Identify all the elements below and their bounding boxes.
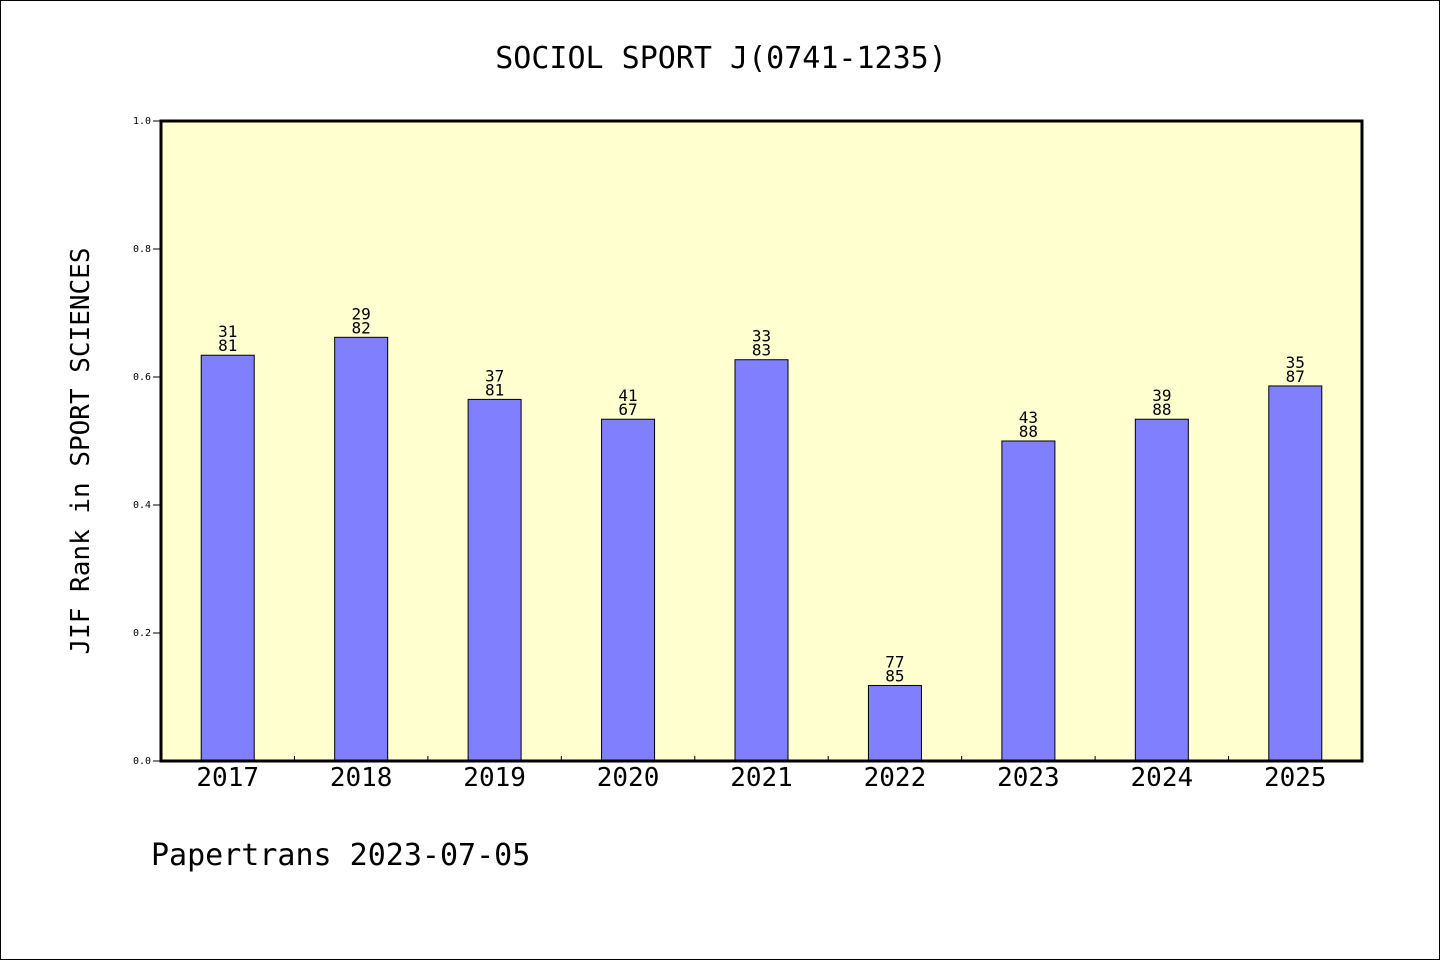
- bar-2024: [1134, 418, 1189, 762]
- bar-rank-label: 41: [618, 386, 637, 405]
- bar-total-label: 85: [885, 666, 904, 685]
- bar-rank-label: 33: [752, 327, 771, 346]
- y-tick-label: 0.0: [133, 756, 151, 767]
- bar-2017: [200, 354, 255, 762]
- y-tick-label: 0.6: [133, 372, 151, 383]
- bar-2023: [1001, 440, 1056, 762]
- y-tick-label: 0.8: [133, 244, 151, 255]
- bar-total-label: 81: [485, 380, 504, 399]
- x-tick-label: 2020: [597, 763, 660, 793]
- bar-rank-label: 39: [1152, 386, 1171, 405]
- bar-total-label: 81: [218, 336, 237, 355]
- bar-rank-label: 37: [485, 366, 504, 385]
- y-axis-label: JIF Rank in SPORT SCIENCES: [66, 248, 96, 655]
- y-tick-label: 0.2: [133, 628, 151, 639]
- bar-rank-label: 35: [1286, 353, 1305, 372]
- bar-2020: [601, 418, 656, 762]
- y-axis: 0.0 0.2 0.4 0.6 0.8 1.0: [133, 116, 161, 767]
- bar-rank-label: 29: [352, 304, 371, 323]
- bar-rank-label: 43: [1019, 408, 1038, 427]
- bar-total-label: 67: [618, 400, 637, 419]
- bar-2025: [1268, 385, 1323, 762]
- chart-title: SOCIOL SPORT J(0741-1235): [495, 41, 947, 76]
- bar-2022: [867, 684, 922, 762]
- bar-total-label: 82: [352, 318, 371, 337]
- bar-total-label: 87: [1286, 367, 1305, 386]
- bar-rank-label: 31: [218, 322, 237, 341]
- bar-2018: [334, 336, 389, 762]
- x-tick-label: 2019: [463, 763, 526, 793]
- plot-border: [159, 119, 1364, 763]
- bars-layer: [200, 336, 1323, 762]
- x-tick-label: 2025: [1264, 763, 1327, 793]
- bar-2019: [467, 398, 522, 762]
- footer-text: Papertrans 2023-07-05: [151, 838, 530, 873]
- y-tick-label: 1.0: [133, 116, 151, 127]
- x-tick-label: 2021: [730, 763, 793, 793]
- x-tick-label: 2023: [997, 763, 1060, 793]
- bar-rank-label: 77: [885, 652, 904, 671]
- x-tick-label: 2018: [330, 763, 393, 793]
- bar-total-label: 88: [1019, 422, 1038, 441]
- x-tick-label: 2022: [864, 763, 927, 793]
- x-tick-label: 2024: [1131, 763, 1194, 793]
- x-tick-label: 2017: [196, 763, 259, 793]
- y-tick-label: 0.4: [133, 500, 151, 511]
- bar-total-label: 88: [1152, 400, 1171, 419]
- bar-2021: [734, 359, 789, 762]
- x-axis: 2017 2018 2019 2020 2021 2022 2023 2024 2025: [196, 756, 1327, 793]
- bar-total-label: 83: [752, 341, 771, 360]
